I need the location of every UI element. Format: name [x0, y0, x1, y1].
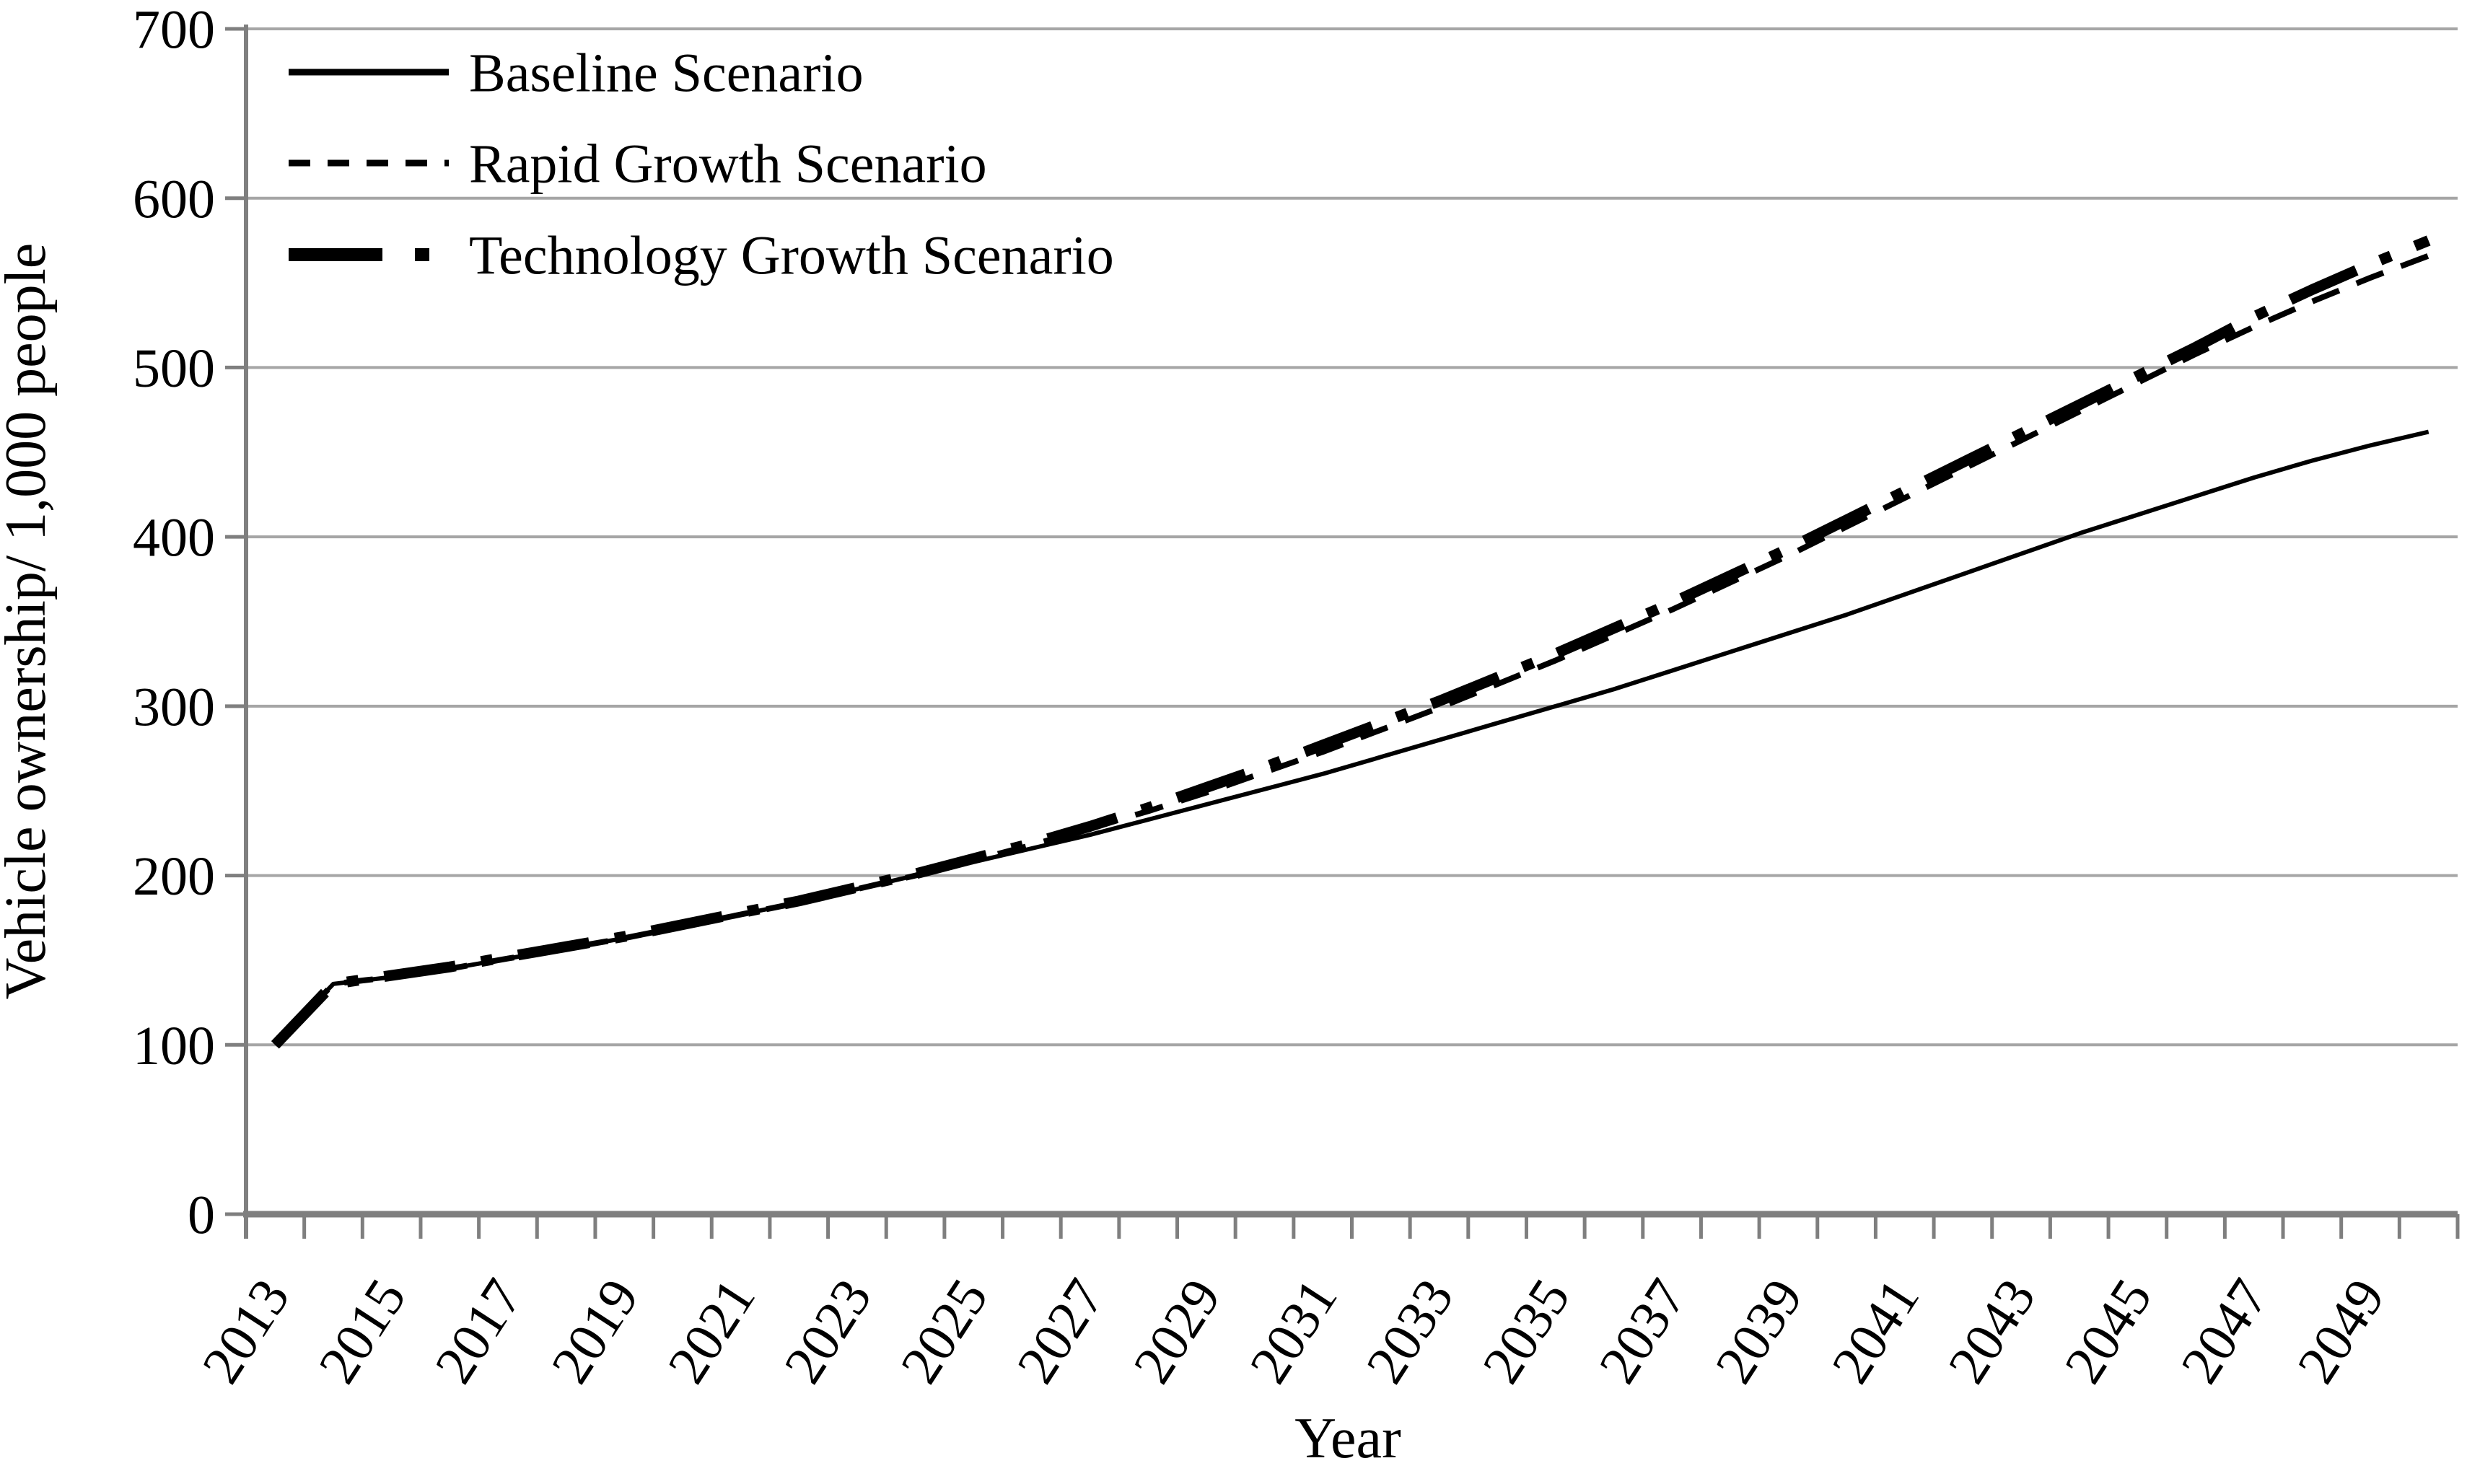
- x-axis-title: Year: [1294, 1407, 1401, 1470]
- legend-label: Rapid Growth Scenario: [469, 134, 987, 195]
- y-tick-label: 700: [133, 0, 215, 61]
- x-tick-label: 2029: [1122, 1269, 1232, 1394]
- y-tick-label: 300: [133, 677, 215, 737]
- y-tick-label: 100: [133, 1016, 215, 1076]
- y-tick-label: 400: [133, 508, 215, 568]
- x-tick-label: 2039: [1704, 1269, 1814, 1394]
- y-tick-label: 0: [188, 1185, 215, 1246]
- x-tick-label: 2013: [190, 1269, 301, 1394]
- legend-item-baseline-scenario: Baseline Scenario: [289, 43, 864, 104]
- legend-label: Baseline Scenario: [469, 43, 864, 104]
- x-tick-label: 2045: [2053, 1269, 2163, 1394]
- y-axis-title: Vehicle ownership/ 1,000 people: [0, 243, 58, 1000]
- gridlines-group: [246, 27, 2458, 1047]
- x-tick-label: 2023: [773, 1269, 883, 1394]
- y-tick-label: 200: [133, 846, 215, 907]
- x-tick-label: 2037: [1587, 1269, 1698, 1394]
- x-tick-labels-group: 2013 2015 2017 2019 2021 2023 2025 2027 2029 2031…: [190, 1269, 2396, 1394]
- x-tick-label: 2015: [307, 1269, 418, 1394]
- y-tick-labels-group: 0 100 200 300 400 500 600 700: [133, 0, 215, 1246]
- x-tick-label: 2031: [1238, 1269, 1349, 1394]
- x-tick-label: 2047: [2170, 1269, 2280, 1394]
- x-tick-label: 2049: [2286, 1269, 2396, 1394]
- x-tick-label: 2027: [1006, 1269, 1116, 1394]
- axes-group: [225, 25, 2460, 1239]
- x-tick-label: 2017: [424, 1269, 534, 1394]
- legend-item-technology-growth-scenario: Technology Growth Scenario: [289, 226, 1114, 286]
- legend-group: Baseline Scenario Rapid Growth Scenario Te…: [289, 43, 1114, 286]
- y-tick-label: 600: [133, 169, 215, 229]
- series-line-rapid-growth-scenario: [273, 253, 2430, 1048]
- x-tick-label: 2043: [1937, 1269, 2047, 1394]
- series-line-technology-growth-scenario: [271, 235, 2431, 1049]
- x-tick-label: 2025: [889, 1269, 999, 1394]
- series-group: [271, 235, 2431, 1049]
- x-tick-label: 2033: [1355, 1269, 1465, 1394]
- legend-item-rapid-growth-scenario: Rapid Growth Scenario: [289, 134, 987, 195]
- x-tick-label: 2021: [657, 1269, 767, 1394]
- legend-label: Technology Growth Scenario: [469, 226, 1114, 286]
- x-tick-label: 2019: [540, 1269, 650, 1394]
- x-tick-label: 2035: [1471, 1269, 1582, 1394]
- x-tick-label: 2041: [1820, 1269, 1931, 1394]
- y-tick-label: 500: [133, 338, 215, 399]
